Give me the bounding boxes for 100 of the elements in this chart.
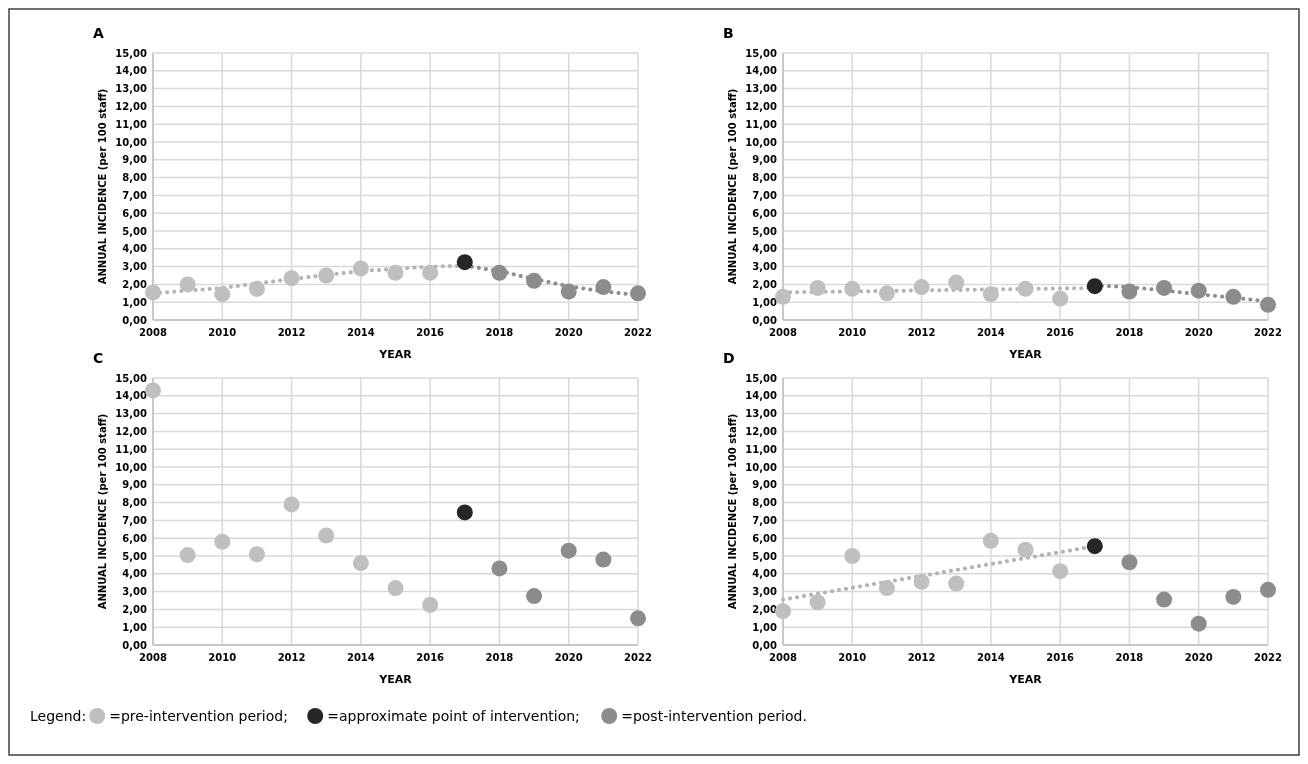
y-tick-label: 13,00 <box>745 83 778 95</box>
y-axis-title: ANNUAL INCIDENCE (per 100 staff) <box>727 88 738 285</box>
y-tick-label: 5,00 <box>122 550 148 562</box>
chart-title: A <box>93 25 104 41</box>
chart-title: C <box>93 350 104 366</box>
y-tick-label: 3,00 <box>752 261 778 273</box>
x-tick-label: 2018 <box>1115 327 1144 338</box>
y-tick-label: 13,00 <box>115 83 148 95</box>
x-tick-label: 2012 <box>907 652 936 663</box>
legend-label: =approximate point of intervention; <box>327 707 580 724</box>
x-tick-label: 2016 <box>416 652 445 663</box>
x-tick-label: 2010 <box>208 327 237 338</box>
x-tick-label: 2008 <box>139 652 167 663</box>
y-tick-label: 3,00 <box>752 586 778 598</box>
x-tick-label: 2018 <box>485 327 514 338</box>
y-tick-label: 0,00 <box>122 314 148 326</box>
x-tick-label: 2014 <box>976 652 1005 663</box>
y-tick-label: 15,00 <box>745 372 778 384</box>
x-tick-label: 2020 <box>1184 327 1213 338</box>
x-tick-label: 2010 <box>838 327 867 338</box>
x-tick-label: 2020 <box>554 327 583 338</box>
y-tick-label: 7,00 <box>752 514 778 526</box>
y-tick-label: 0,00 <box>122 639 148 651</box>
y-tick-label: 13,00 <box>115 408 148 420</box>
legend-label: =pre-intervention period; <box>109 707 288 724</box>
y-tick-label: 14,00 <box>115 65 148 77</box>
x-tick-label: 2014 <box>346 327 375 338</box>
y-tick-label: 15,00 <box>115 47 148 59</box>
legend-title: Legend: <box>30 707 87 724</box>
y-tick-label: 15,00 <box>745 47 778 59</box>
y-tick-label: 6,00 <box>122 207 148 219</box>
y-tick-label: 7,00 <box>752 189 778 201</box>
y-tick-label: 14,00 <box>115 390 148 402</box>
x-tick-label: 2022 <box>624 327 652 338</box>
x-axis-title: YEAR <box>1008 673 1043 686</box>
y-tick-label: 10,00 <box>115 136 148 148</box>
y-tick-label: 14,00 <box>745 390 778 402</box>
y-tick-label: 10,00 <box>745 136 778 148</box>
y-tick-label: 4,00 <box>752 568 778 580</box>
x-tick-label: 2012 <box>277 652 306 663</box>
x-tick-label: 2022 <box>624 652 652 663</box>
x-tick-label: 2012 <box>277 327 306 338</box>
y-tick-label: 2,00 <box>122 278 148 290</box>
y-tick-label: 8,00 <box>752 172 778 184</box>
x-tick-label: 2020 <box>1184 652 1213 663</box>
x-axis-title: YEAR <box>1008 348 1043 361</box>
x-tick-label: 2016 <box>1046 652 1075 663</box>
y-tick-label: 1,00 <box>752 621 778 633</box>
y-tick-label: 14,00 <box>745 65 778 77</box>
y-tick-label: 10,00 <box>115 461 148 473</box>
x-tick-label: 2020 <box>554 652 583 663</box>
y-tick-label: 12,00 <box>745 100 778 112</box>
y-tick-label: 4,00 <box>122 568 148 580</box>
x-tick-label: 2008 <box>769 327 797 338</box>
x-tick-label: 2008 <box>139 327 167 338</box>
y-axis-title: ANNUAL INCIDENCE (per 100 staff) <box>727 413 738 610</box>
y-axis-title: ANNUAL INCIDENCE (per 100 staff) <box>97 413 108 610</box>
x-tick-label: 2016 <box>1046 327 1075 338</box>
x-tick-label: 2014 <box>346 652 375 663</box>
y-tick-label: 8,00 <box>122 497 148 509</box>
y-tick-label: 11,00 <box>115 118 148 130</box>
legend-label: =post-intervention period. <box>621 707 807 724</box>
y-tick-label: 9,00 <box>752 479 778 491</box>
y-tick-label: 10,00 <box>745 461 778 473</box>
y-tick-label: 5,00 <box>752 225 778 237</box>
chart-title: D <box>723 350 735 366</box>
y-tick-label: 6,00 <box>122 532 148 544</box>
y-tick-label: 12,00 <box>115 100 148 112</box>
y-tick-label: 5,00 <box>122 225 148 237</box>
y-tick-label: 1,00 <box>752 296 778 308</box>
chart-title: B <box>723 25 734 41</box>
y-tick-label: 1,00 <box>122 296 148 308</box>
y-tick-label: 5,00 <box>752 550 778 562</box>
y-tick-label: 4,00 <box>752 243 778 255</box>
y-tick-label: 9,00 <box>122 479 148 491</box>
y-tick-label: 9,00 <box>122 154 148 166</box>
x-tick-label: 2010 <box>838 652 867 663</box>
x-tick-label: 2022 <box>1254 652 1282 663</box>
y-tick-label: 11,00 <box>745 443 778 455</box>
y-tick-label: 3,00 <box>122 261 148 273</box>
y-tick-label: 2,00 <box>752 278 778 290</box>
y-tick-label: 12,00 <box>115 425 148 437</box>
x-tick-label: 2018 <box>1115 652 1144 663</box>
y-tick-label: 12,00 <box>745 425 778 437</box>
y-tick-label: 6,00 <box>752 207 778 219</box>
y-tick-label: 2,00 <box>122 603 148 615</box>
y-tick-label: 8,00 <box>122 172 148 184</box>
y-tick-label: 2,00 <box>752 603 778 615</box>
x-tick-label: 2010 <box>208 652 237 663</box>
y-tick-label: 7,00 <box>122 189 148 201</box>
x-tick-label: 2016 <box>416 327 445 338</box>
y-tick-label: 15,00 <box>115 372 148 384</box>
y-tick-label: 4,00 <box>122 243 148 255</box>
y-tick-label: 7,00 <box>122 514 148 526</box>
y-tick-label: 11,00 <box>745 118 778 130</box>
x-tick-label: 2018 <box>485 652 514 663</box>
x-tick-label: 2008 <box>769 652 797 663</box>
y-tick-label: 9,00 <box>752 154 778 166</box>
y-tick-label: 0,00 <box>752 314 778 326</box>
y-tick-label: 1,00 <box>122 621 148 633</box>
